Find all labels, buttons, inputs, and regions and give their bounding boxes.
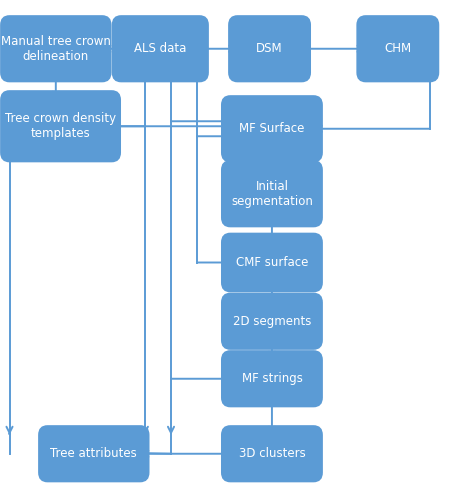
- Text: MF Surface: MF Surface: [239, 122, 304, 136]
- Text: Initial
segmentation: Initial segmentation: [231, 180, 313, 208]
- Text: Tree attributes: Tree attributes: [50, 447, 137, 460]
- Text: DSM: DSM: [256, 42, 283, 55]
- FancyBboxPatch shape: [39, 426, 149, 482]
- FancyBboxPatch shape: [113, 16, 208, 82]
- FancyBboxPatch shape: [222, 294, 322, 349]
- Text: CMF surface: CMF surface: [236, 256, 308, 269]
- Text: 2D segments: 2D segments: [233, 315, 311, 328]
- Text: Manual tree crown
delineation: Manual tree crown delineation: [1, 35, 111, 62]
- FancyBboxPatch shape: [222, 426, 322, 482]
- Text: CHM: CHM: [384, 42, 411, 55]
- FancyBboxPatch shape: [222, 161, 322, 226]
- FancyBboxPatch shape: [222, 351, 322, 406]
- Text: MF strings: MF strings: [241, 372, 303, 385]
- Text: ALS data: ALS data: [134, 42, 187, 55]
- FancyBboxPatch shape: [229, 16, 310, 82]
- FancyBboxPatch shape: [357, 16, 438, 82]
- FancyBboxPatch shape: [222, 96, 322, 162]
- FancyBboxPatch shape: [1, 16, 111, 82]
- Text: Tree crown density
templates: Tree crown density templates: [5, 112, 116, 140]
- Text: 3D clusters: 3D clusters: [238, 447, 305, 460]
- FancyBboxPatch shape: [1, 91, 120, 162]
- FancyBboxPatch shape: [222, 234, 322, 292]
